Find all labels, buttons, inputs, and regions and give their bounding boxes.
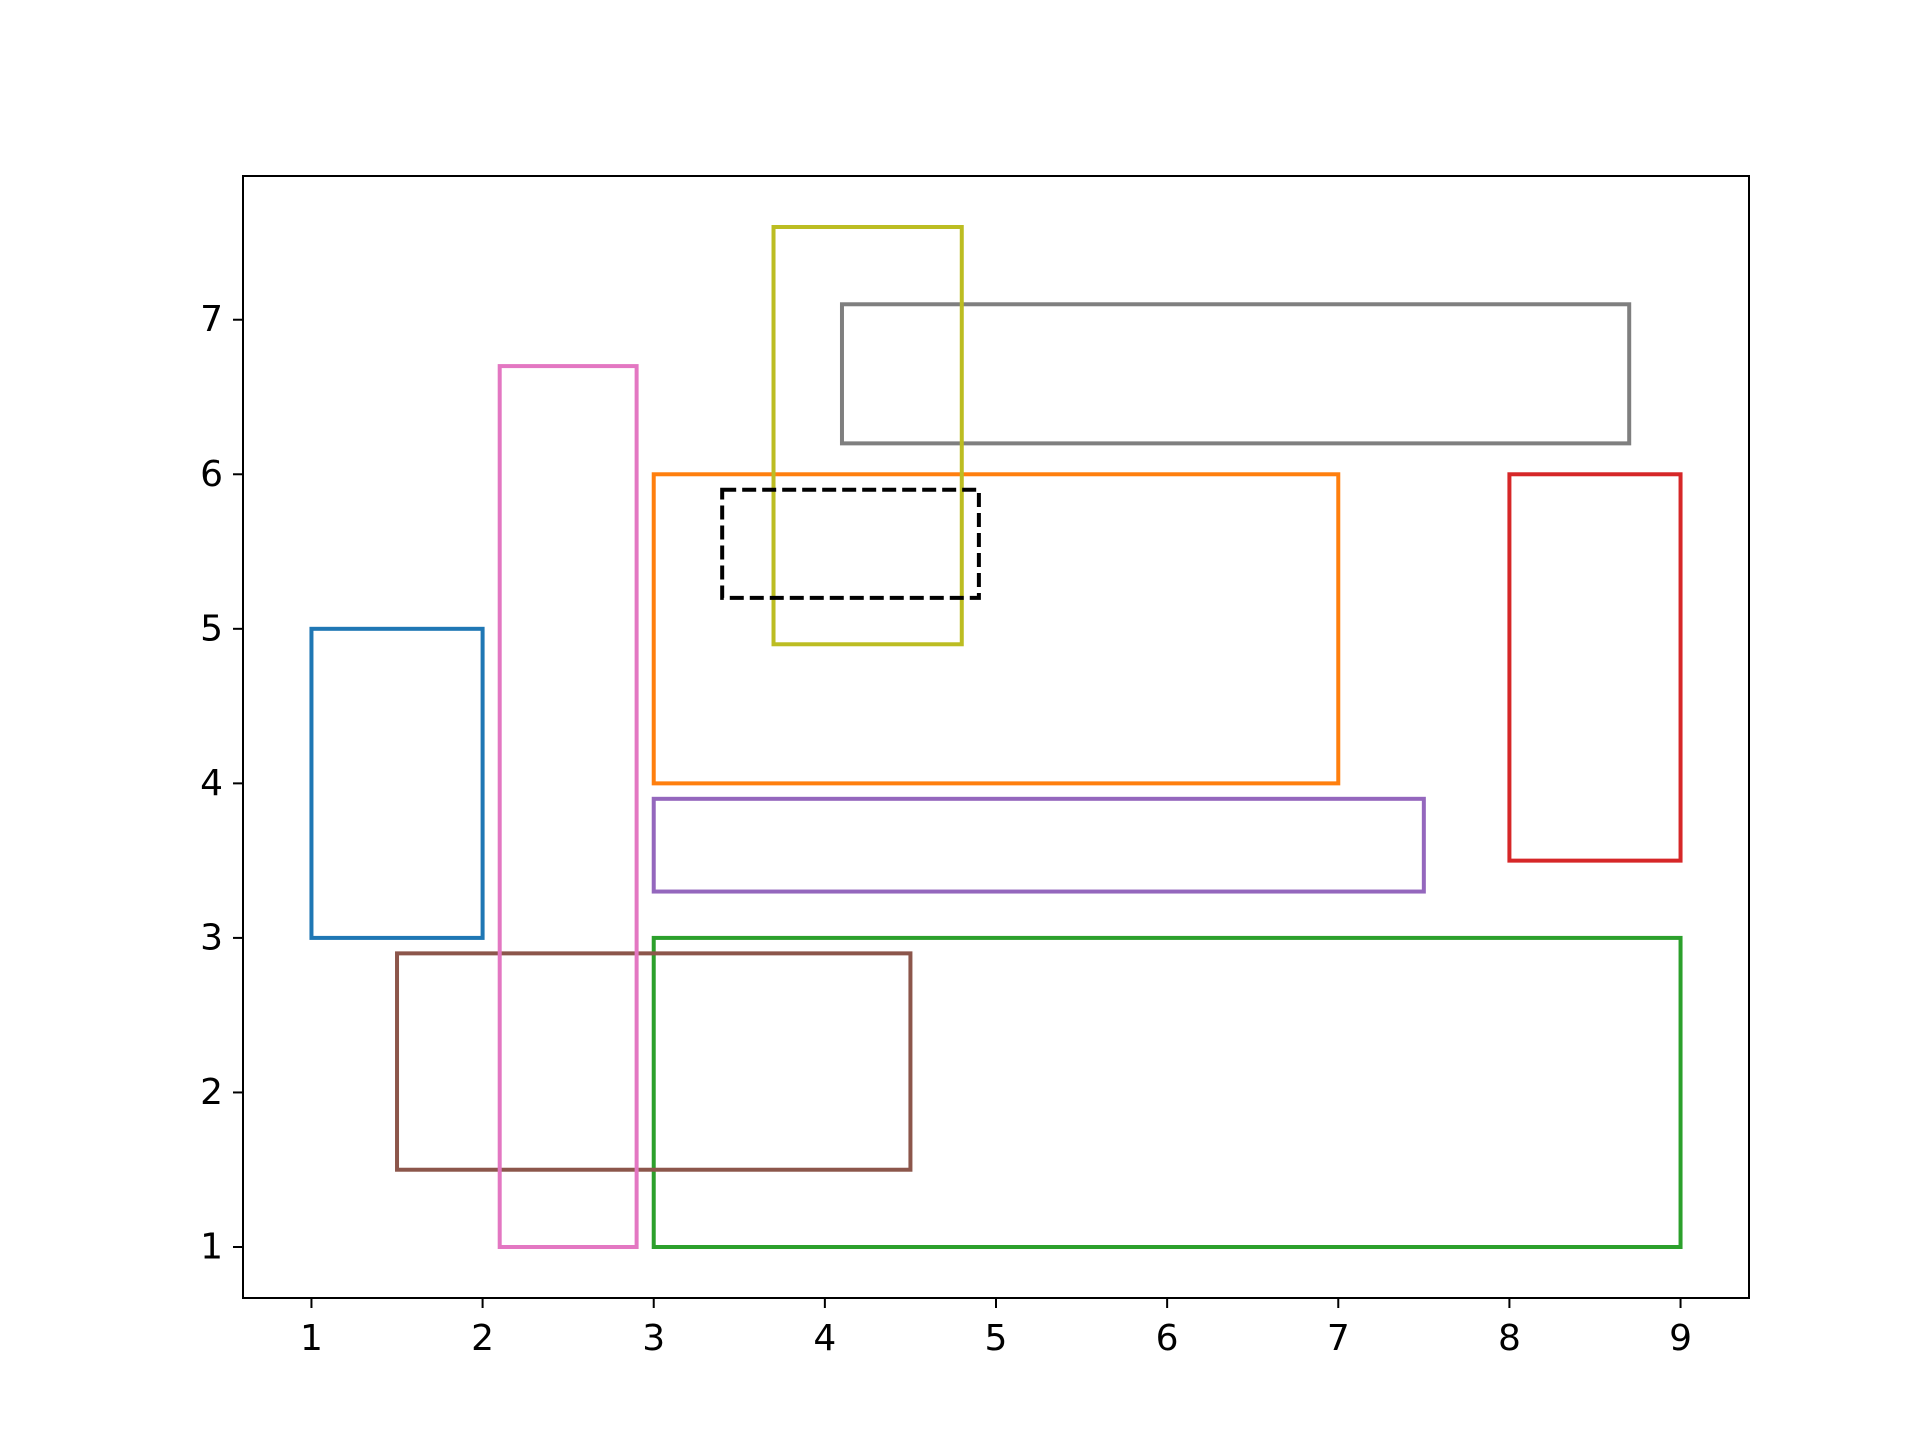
y-tick-label: 5 [200,608,223,649]
y-tick-label: 1 [200,1227,223,1268]
rectangle-9 [771,225,964,647]
x-tick-label: 1 [300,1318,323,1359]
x-tick-label: 7 [1327,1318,1350,1359]
x-tick-label: 3 [642,1318,665,1359]
rectangle-6 [395,951,913,1172]
rectangle-4 [1507,472,1683,863]
axes-frame [242,175,1750,1299]
y-tick-label: 3 [200,917,223,958]
rectangle-2 [651,472,1341,786]
x-tick-label: 8 [1498,1318,1521,1359]
rectangles-layer [309,225,1683,1250]
rectangle-7 [497,364,639,1250]
x-tick-label: 5 [985,1318,1008,1359]
rectangle-1 [309,626,485,940]
x-tick-label: 2 [471,1318,494,1359]
x-tick-label: 6 [1156,1318,1179,1359]
rectangle-5 [651,796,1426,894]
x-tick-label: 9 [1669,1318,1692,1359]
rectangle-8 [839,302,1632,446]
y-tick-label: 6 [200,454,223,495]
x-tick-label: 4 [813,1318,836,1359]
rectangle-3 [651,935,1683,1250]
y-tick-label: 2 [200,1072,223,1113]
y-tick-label: 7 [200,299,223,340]
y-tick-label: 4 [200,763,223,804]
rectangle-10 [720,487,981,600]
ticks-layer: 1 2 3 4 5 6 7 8 9 1 2 3 4 5 6 7 [200,299,1692,1359]
